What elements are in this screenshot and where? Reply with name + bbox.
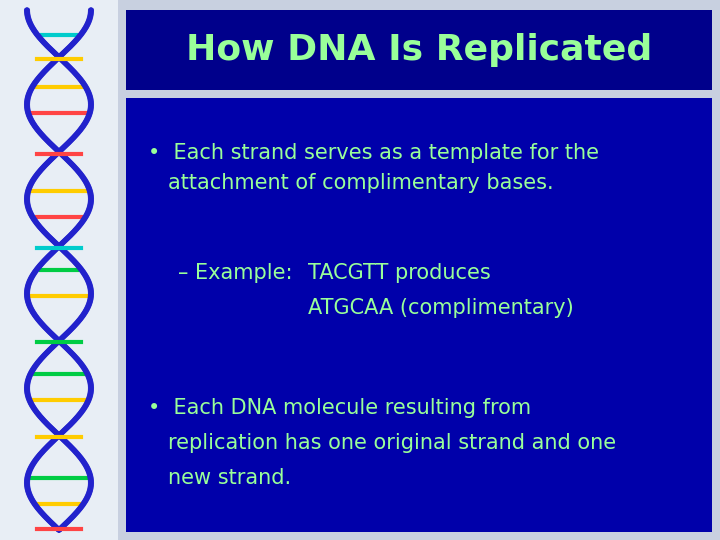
Text: •  Each DNA molecule resulting from: • Each DNA molecule resulting from xyxy=(148,398,531,418)
Text: TACGTT produces: TACGTT produces xyxy=(308,263,491,283)
Text: new strand.: new strand. xyxy=(168,468,291,488)
Text: attachment of complimentary bases.: attachment of complimentary bases. xyxy=(168,173,554,193)
Text: •  Each strand serves as a template for the: • Each strand serves as a template for t… xyxy=(148,143,599,163)
Text: replication has one original strand and one: replication has one original strand and … xyxy=(168,433,616,453)
Text: ATGCAA (complimentary): ATGCAA (complimentary) xyxy=(308,298,574,318)
FancyBboxPatch shape xyxy=(126,98,712,532)
Text: How DNA Is Replicated: How DNA Is Replicated xyxy=(186,33,652,67)
Text: – Example:: – Example: xyxy=(178,263,292,283)
FancyBboxPatch shape xyxy=(126,10,712,90)
FancyBboxPatch shape xyxy=(0,0,118,540)
